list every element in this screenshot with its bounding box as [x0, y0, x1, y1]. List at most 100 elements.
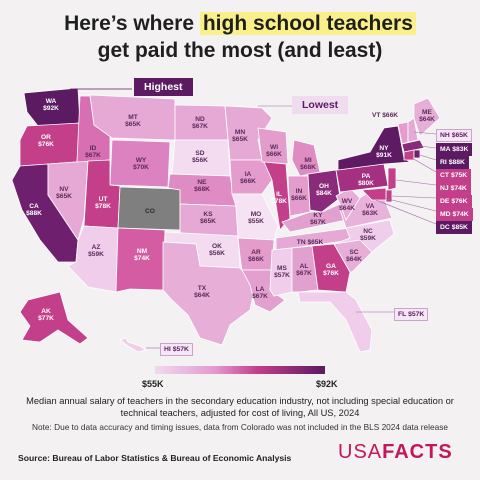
color-scale-bar: [155, 366, 325, 374]
svg-text:WA$92K: WA $92K: [43, 98, 59, 112]
state-ms: [269, 247, 293, 297]
svg-text:IN$66K: IN $66K: [291, 188, 307, 202]
label-ms-value: $57K: [274, 272, 290, 279]
label-oh-value: $84K: [316, 190, 332, 197]
leader-nh: [413, 131, 437, 135]
label-ok-value: $56K: [209, 250, 225, 257]
label-il-abbr: IL: [276, 191, 282, 198]
label-va-abbr: VA: [366, 203, 375, 210]
label-ak-abbr: AK: [41, 308, 51, 315]
callout-ri: RI $88K: [436, 156, 469, 169]
label-al-value: $67K: [296, 270, 312, 277]
leader-nj: [395, 179, 437, 186]
callout-nh-abbr: NH: [440, 132, 450, 139]
title-highlight: high school teachers: [199, 12, 416, 35]
label-oh-abbr: OH: [319, 183, 329, 190]
svg-text:OR$76K: OR $76K: [38, 134, 54, 148]
state-mt: [89, 94, 176, 141]
label-ks-value: $65K: [200, 218, 216, 225]
label-mn-value: $65K: [232, 136, 248, 143]
svg-text:LA$67K: LA $67K: [252, 286, 268, 300]
callout-ri-value: $88K: [448, 159, 465, 166]
state-ma: [401, 139, 425, 153]
state-fl: [297, 291, 373, 353]
callout-ma-abbr: MA: [440, 146, 451, 153]
leader-ct: [411, 157, 437, 173]
callout-hi: HI $57K: [160, 343, 193, 356]
label-nv-abbr: NV: [59, 186, 69, 193]
svg-text:KY$67K: KY $67K: [310, 212, 326, 226]
label-al-abbr: AL: [300, 263, 309, 270]
label-ca-value: $88K: [26, 210, 42, 217]
callout-nj-value: $74K: [450, 185, 467, 192]
callout-nj-abbr: NJ: [440, 185, 449, 192]
usafacts-logo: USAFACTS: [338, 441, 453, 464]
label-mo-abbr: MO: [251, 211, 262, 218]
logo-usa: USA: [338, 441, 383, 463]
label-tx-abbr: TX: [198, 285, 207, 292]
label-nm-value: $74K: [134, 255, 150, 262]
label-wv-value: $64K: [339, 205, 355, 212]
label-ar-value: $66K: [248, 256, 264, 263]
label-wv-abbr: WV: [342, 198, 353, 205]
svg-text:MN$65K: MN $65K: [232, 129, 248, 143]
label-wa-abbr: WA: [46, 98, 57, 105]
label-ga-value: $76K: [323, 270, 339, 277]
leader-dc: [375, 199, 437, 225]
label-ny-value: $91K: [376, 152, 392, 159]
label-me-value: $64K: [419, 116, 435, 123]
svg-text:ID$67K: ID $67K: [85, 145, 101, 159]
label-sc-value: $64K: [346, 256, 362, 263]
label-id-value: $67K: [85, 152, 101, 159]
label-or-value: $76K: [38, 141, 54, 148]
callout-md-value: $74K: [452, 211, 469, 218]
svg-text:AK$77K: AK $77K: [38, 308, 54, 322]
svg-text:ND$67K: ND $67K: [192, 116, 208, 130]
label-co-abbr: CO: [145, 208, 155, 215]
label-vt: VT $66K: [372, 112, 398, 119]
label-la-abbr: LA: [256, 286, 265, 293]
callout-ct: CT $75K: [436, 169, 472, 182]
svg-text:OH$84K: OH $84K: [316, 183, 332, 197]
callout-hi-abbr: HI: [164, 346, 171, 353]
label-wa-value: $92K: [43, 105, 59, 112]
label-ne-abbr: NE: [197, 179, 207, 186]
legend-max: $92K: [316, 379, 338, 389]
svg-text:NY$91K: NY $91K: [376, 145, 392, 159]
label-mi-value: $68K: [300, 164, 316, 171]
callout-ma: MA $83K: [436, 143, 473, 156]
svg-text:PA$80K: PA $80K: [358, 173, 374, 187]
label-ne-value: $68K: [194, 186, 210, 193]
label-ak-value: $77K: [38, 315, 54, 322]
state-ak: [19, 291, 89, 345]
svg-text:WV$64K: WV $64K: [339, 198, 355, 212]
label-va-value: $63K: [362, 210, 378, 217]
label-nc-abbr: NC: [363, 228, 373, 235]
label-ok-abbr: OK: [212, 243, 222, 250]
label-vt-value: $66K: [382, 112, 398, 119]
label-mt-value: $65K: [125, 121, 141, 128]
callout-fl-value: $57K: [408, 311, 425, 318]
svg-text:CA$88K: CA $88K: [26, 203, 42, 217]
label-mi-abbr: MI: [304, 157, 311, 164]
svg-text:MO$55K: MO $55K: [248, 211, 264, 225]
label-wy-abbr: WY: [136, 157, 147, 164]
label-ky-abbr: KY: [313, 212, 323, 219]
state-ia: [229, 159, 273, 195]
callout-fl-abbr: FL: [398, 311, 407, 318]
svg-text:NV$65K: NV $65K: [56, 186, 72, 200]
callout-de: DE $76K: [436, 195, 472, 208]
callout-ct-abbr: CT: [440, 172, 450, 179]
svg-text:NM$74K: NM $74K: [134, 248, 150, 262]
callout-de-abbr: DE: [440, 198, 450, 205]
callout-nh-value: $65K: [451, 132, 468, 139]
svg-text:MT$65K: MT $65K: [125, 114, 141, 128]
title-line2: get paid the most (and least): [97, 39, 383, 62]
label-mt-abbr: MT: [128, 114, 138, 121]
svg-text:AR$66K: AR $66K: [248, 249, 264, 263]
svg-text:NC$59K: NC $59K: [360, 228, 376, 242]
label-az-value: $59K: [88, 251, 104, 258]
state-wi: [257, 127, 289, 165]
svg-text:KS$65K: KS $65K: [200, 211, 216, 225]
label-nv-value: $65K: [56, 193, 72, 200]
